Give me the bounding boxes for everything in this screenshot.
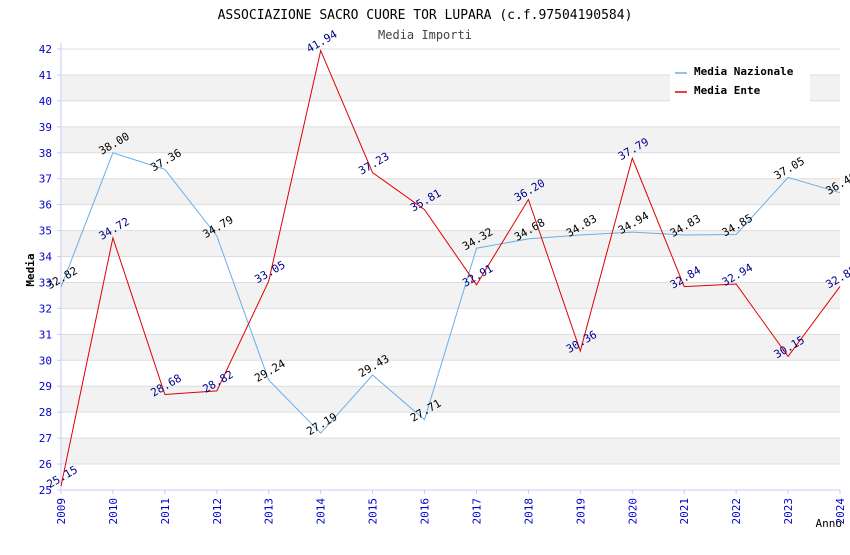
data-label: 41.94 <box>304 27 340 55</box>
axes <box>60 43 840 491</box>
x-tick-label: 2021 <box>678 498 691 525</box>
x-tick-label: 2019 <box>574 498 587 525</box>
grid-band <box>61 126 840 153</box>
y-tick-label: 39 <box>39 121 52 134</box>
y-tick-label: 28 <box>39 406 52 419</box>
series-line-nazionale <box>60 152 841 434</box>
y-tick-label: 42 <box>39 43 52 56</box>
y-tick-label: 27 <box>39 432 52 445</box>
x-tick-label: 2015 <box>367 498 380 525</box>
series-line-ente <box>60 48 841 487</box>
x-tick-label: 2018 <box>522 498 535 525</box>
y-tick-label: 31 <box>39 328 52 341</box>
y-tick-label: 36 <box>39 199 52 212</box>
legend-box <box>670 60 810 102</box>
x-tick-label: 2011 <box>159 498 172 525</box>
x-tick-label: 2022 <box>730 498 743 525</box>
data-label: 29.24 <box>252 357 288 385</box>
grid-band <box>61 282 840 309</box>
y-ticks: 25 26 27 28 29 30 31 32 33 34 35 36 37 38 39 40 41 42 <box>39 43 61 497</box>
x-tick-label: 2024 <box>834 498 847 525</box>
x-tick-label: 2017 <box>470 498 483 525</box>
data-label: 36.46 <box>824 170 850 198</box>
y-tick-label: 30 <box>39 354 52 367</box>
x-tick-label: 2012 <box>211 498 224 525</box>
x-tick-label: 2009 <box>55 498 68 525</box>
y-tick-label: 41 <box>39 69 52 82</box>
chart-title: ASSOCIAZIONE SACRO CUORE TOR LUPARA (c.f… <box>218 8 633 23</box>
y-tick-label: 37 <box>39 173 52 186</box>
legend: Media Nazionale Media Ente <box>670 60 810 102</box>
grid-band <box>61 334 840 361</box>
y-tick-label: 29 <box>39 380 52 393</box>
series-lines <box>60 48 841 487</box>
data-label: 33.05 <box>252 258 287 286</box>
y-tick-label: 26 <box>39 458 52 471</box>
y-tick-label: 38 <box>39 147 52 160</box>
grid-band <box>61 386 840 413</box>
legend-label-ente: Media Ente <box>694 84 761 97</box>
grid-bands <box>61 74 840 465</box>
data-label: 32.85 <box>824 263 850 291</box>
y-tick-label: 34 <box>39 251 53 264</box>
legend-label-nazionale: Media Nazionale <box>694 65 794 78</box>
chart-subtitle: Media Importi <box>378 28 472 42</box>
x-tick-label: 2010 <box>107 498 120 525</box>
x-tick-label: 2020 <box>626 498 639 525</box>
y-tick-label: 32 <box>39 302 52 315</box>
y-tick-label: 33 <box>39 276 52 289</box>
y-tick-label: 25 <box>39 484 52 497</box>
y-tick-label: 40 <box>39 95 52 108</box>
x-ticks: 2009 2010 2011 2012 2013 2014 2015 2016 2017 2018… <box>55 490 847 525</box>
x-axis-label: Anno <box>816 517 843 530</box>
x-tick-label: 2023 <box>782 498 795 525</box>
x-tick-label: 2014 <box>315 498 328 525</box>
y-axis-label: Media <box>24 253 37 286</box>
grid-band <box>61 178 840 205</box>
x-tick-label: 2016 <box>419 498 432 525</box>
x-tick-label: 2013 <box>263 498 276 525</box>
y-tick-label: 35 <box>39 225 52 238</box>
gridlines <box>61 48 840 491</box>
data-label: 27.19 <box>304 410 339 438</box>
grid-band <box>61 438 840 465</box>
